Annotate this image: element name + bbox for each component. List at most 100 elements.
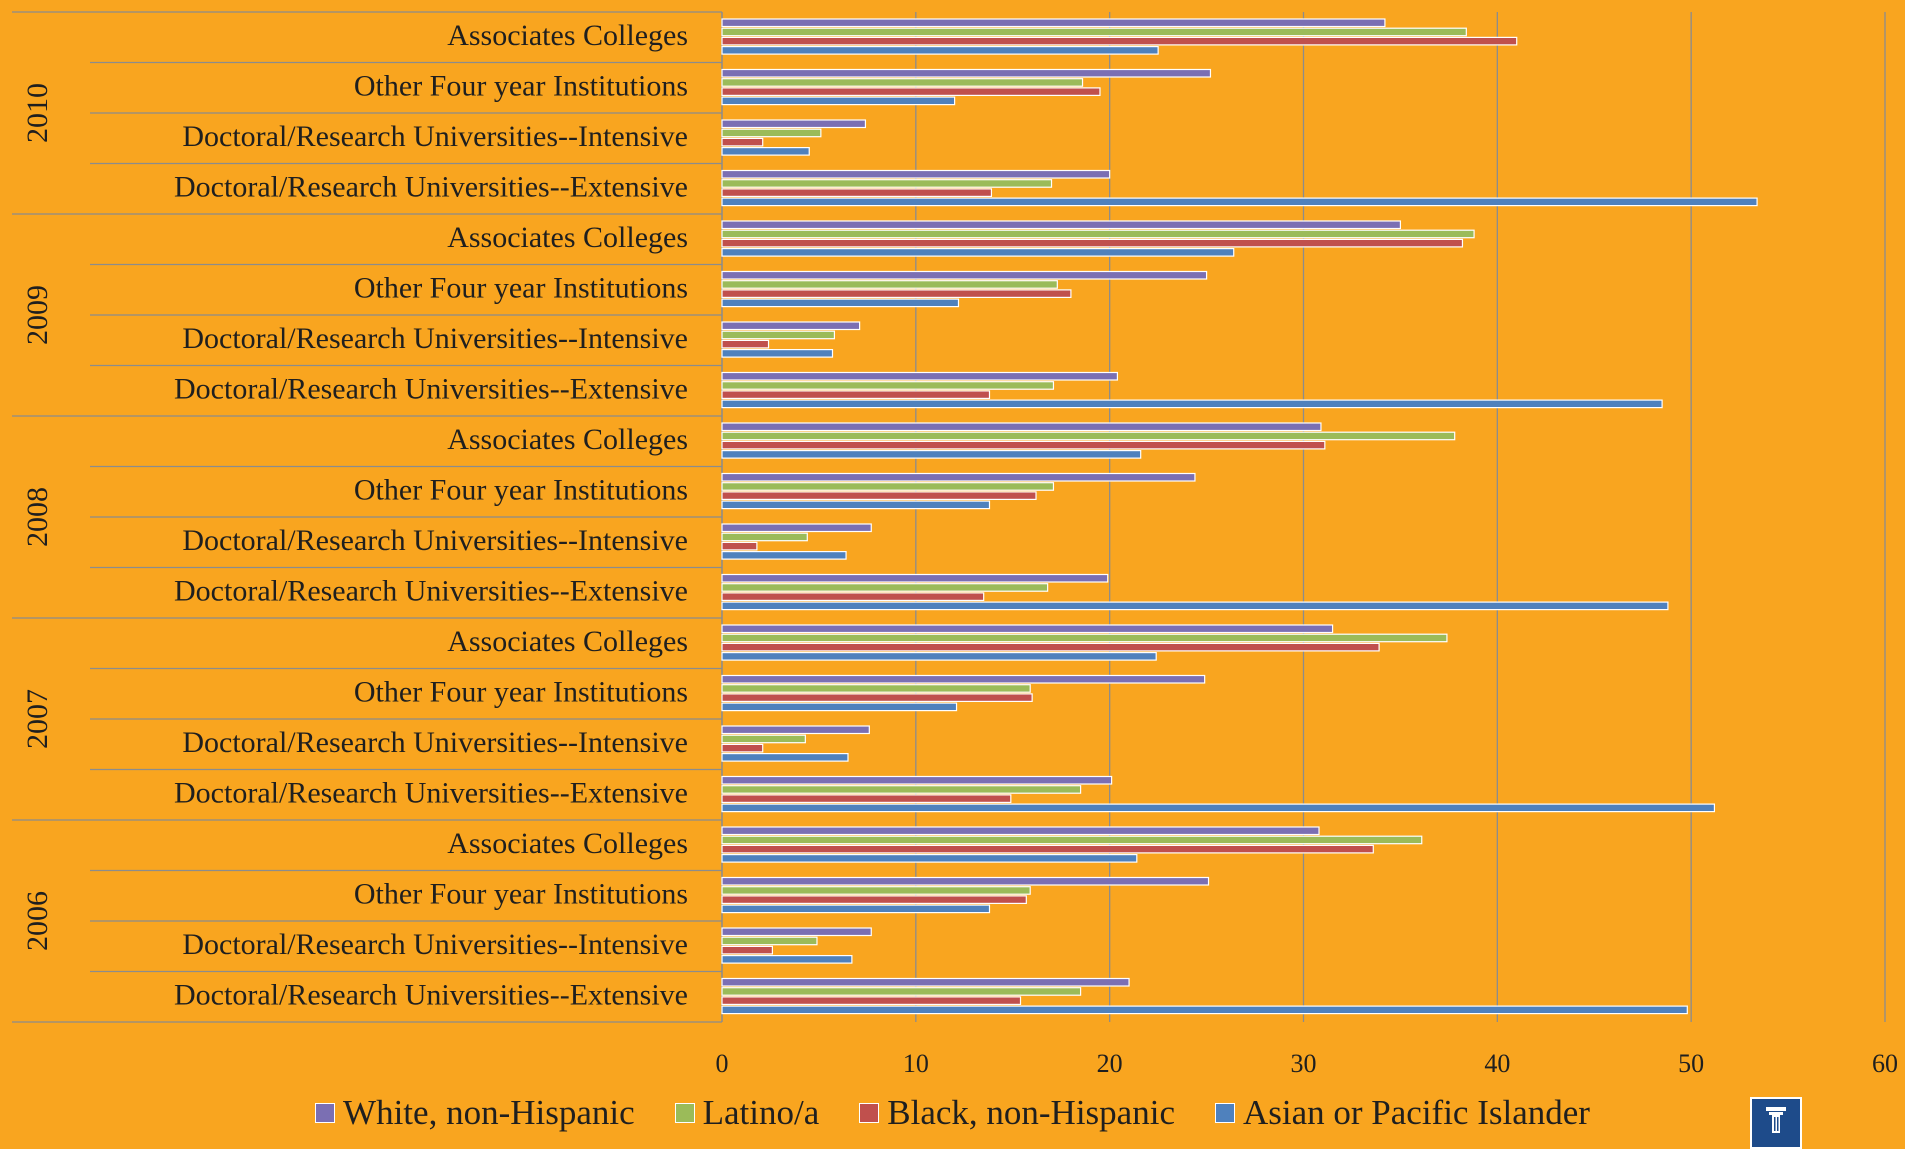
group-label: 2007 — [21, 689, 54, 749]
category-label: Doctoral/Research Universities--Intensiv… — [182, 524, 688, 557]
x-tick-label: 40 — [1484, 1049, 1510, 1078]
bar-white-non-hispanic — [721, 674, 1206, 684]
bar-black-non-hispanic — [721, 743, 764, 753]
bar-asian-or-pacific-islander — [721, 550, 847, 560]
category-label: Doctoral/Research Universities--Extensiv… — [174, 777, 688, 810]
x-tick-label: 10 — [903, 1049, 929, 1078]
bar-black-non-hispanic — [721, 440, 1326, 450]
bar-black-non-hispanic — [721, 188, 993, 197]
x-tick-label: 0 — [716, 1049, 729, 1078]
bar-asian-or-pacific-islander — [721, 96, 956, 106]
legend-label: Latino/a — [702, 1092, 820, 1132]
bar-black-non-hispanic — [721, 238, 1464, 248]
bar-asian-or-pacific-islander — [721, 399, 1663, 409]
legend-label: Asian or Pacific Islander — [1242, 1092, 1590, 1132]
bar-asian-or-pacific-islander — [721, 298, 960, 308]
bar-white-non-hispanic — [721, 573, 1109, 583]
bar-latino-a — [721, 330, 836, 340]
category-label: Doctoral/Research Universities--Intensiv… — [182, 928, 688, 961]
bar-latino-a — [721, 280, 1058, 289]
bar-asian-or-pacific-islander — [721, 702, 958, 712]
category-label: Doctoral/Research Universities--Extensiv… — [174, 575, 688, 608]
bar-latino-a — [721, 886, 1031, 895]
x-tick-label: 50 — [1678, 1049, 1704, 1078]
bar-black-non-hispanic — [721, 844, 1374, 854]
bar-white-non-hispanic — [721, 775, 1113, 785]
bar-white-non-hispanic — [721, 826, 1320, 836]
category-label: Other Four year Institutions — [354, 70, 688, 103]
bar-latino-a — [721, 835, 1423, 845]
bar-black-non-hispanic — [721, 87, 1101, 97]
university-column-icon — [1766, 1107, 1786, 1133]
bar-latino-a — [721, 27, 1467, 37]
bar-white-non-hispanic — [721, 220, 1402, 230]
bar-latino-a — [721, 78, 1084, 87]
bar-asian-or-pacific-islander — [721, 45, 1159, 55]
bar-latino-a — [721, 229, 1475, 239]
bar-black-non-hispanic — [721, 895, 1027, 905]
bar-asian-or-pacific-islander — [721, 853, 1138, 863]
category-label: Doctoral/Research Universities--Extensiv… — [174, 171, 688, 204]
category-label: Other Four year Institutions — [354, 474, 688, 507]
category-label: Associates Colleges — [447, 19, 688, 52]
bar-white-non-hispanic — [721, 876, 1210, 886]
bar-asian-or-pacific-islander — [721, 601, 1669, 611]
bar-latino-a — [721, 482, 1055, 491]
legend-item-latino: Latino/a — [674, 1092, 820, 1133]
bar-latino-a — [721, 684, 1031, 693]
category-label: Other Four year Institutions — [354, 676, 688, 709]
legend-item-black: Black, non-Hispanic — [859, 1093, 1175, 1133]
bar-asian-or-pacific-islander — [721, 147, 810, 156]
bar-white-non-hispanic — [721, 371, 1119, 381]
bar-latino-a — [721, 179, 1053, 188]
category-label: Associates Colleges — [447, 221, 688, 254]
category-label: Doctoral/Research Universities--Extensiv… — [174, 373, 688, 406]
legend-label: White, non-Hispanic — [343, 1092, 635, 1132]
group-label: 2006 — [21, 891, 54, 951]
bar-white-non-hispanic — [721, 119, 867, 129]
bar-asian-or-pacific-islander — [721, 349, 834, 358]
bar-black-non-hispanic — [721, 289, 1072, 298]
group-label: 2008 — [21, 487, 54, 547]
category-label: Associates Colleges — [447, 625, 688, 658]
x-tick-label: 30 — [1291, 1049, 1317, 1078]
bar-latino-a — [721, 532, 808, 542]
category-label: Associates Colleges — [447, 827, 688, 860]
legend-swatch — [674, 1102, 695, 1123]
bar-white-non-hispanic — [721, 68, 1212, 78]
bar-white-non-hispanic — [721, 422, 1322, 432]
bar-white-non-hispanic — [721, 18, 1386, 28]
bar-asian-or-pacific-islander — [721, 803, 1716, 813]
bar-black-non-hispanic — [721, 945, 773, 955]
bar-asian-or-pacific-islander — [721, 450, 1142, 459]
bar-black-non-hispanic — [721, 996, 1022, 1006]
group-label: 2009 — [21, 285, 54, 345]
bar-white-non-hispanic — [721, 321, 861, 331]
bar-white-non-hispanic — [721, 270, 1208, 280]
legend-item-asian: Asian or Pacific Islander — [1214, 1092, 1590, 1133]
bar-latino-a — [721, 936, 818, 946]
group-label: 2010 — [21, 83, 54, 143]
bar-black-non-hispanic — [721, 541, 758, 551]
legend-swatch — [315, 1102, 336, 1123]
legend-swatch — [1214, 1102, 1235, 1123]
bar-latino-a — [721, 128, 822, 138]
bar-asian-or-pacific-islander — [721, 1005, 1688, 1015]
bar-white-non-hispanic — [721, 725, 870, 735]
category-label: Associates Colleges — [447, 423, 688, 456]
bar-asian-or-pacific-islander — [721, 197, 1758, 207]
bar-black-non-hispanic — [721, 137, 764, 147]
bar-asian-or-pacific-islander — [721, 500, 991, 510]
bar-white-non-hispanic — [721, 977, 1130, 987]
category-label: Doctoral/Research Universities--Intensiv… — [182, 726, 688, 759]
bar-asian-or-pacific-islander — [721, 248, 1235, 257]
x-tick-label: 20 — [1097, 1049, 1123, 1078]
bar-white-non-hispanic — [721, 169, 1111, 179]
bar-latino-a — [721, 431, 1456, 441]
bar-black-non-hispanic — [721, 794, 1012, 804]
bar-latino-a — [721, 987, 1082, 996]
bar-latino-a — [721, 583, 1049, 592]
bar-black-non-hispanic — [721, 491, 1037, 500]
bar-black-non-hispanic — [721, 592, 985, 602]
